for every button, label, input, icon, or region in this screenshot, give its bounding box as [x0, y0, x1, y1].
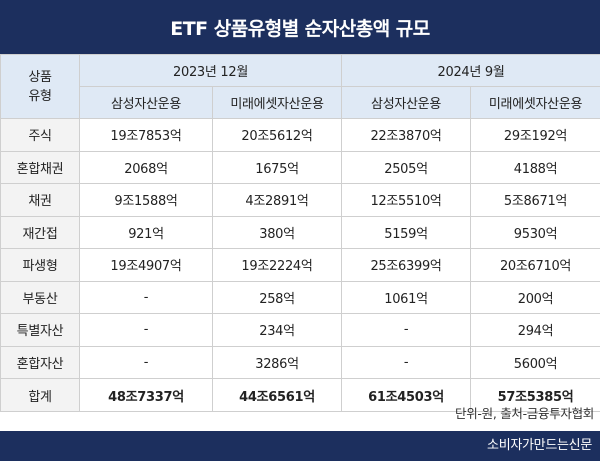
- value-cell: 44조6561억: [211, 378, 343, 412]
- header-company: 삼성자산운용: [341, 86, 472, 119]
- value-cell: 20조5612억: [211, 118, 343, 152]
- table-row: 특별자산 -234억 -294억: [0, 313, 600, 347]
- value-cell: 25조6399억: [341, 248, 472, 282]
- table-row: 파생형 19조4907억 19조2224억 25조6399억 20조6710억: [0, 248, 600, 282]
- table-row: 재간접 921억 380억 5159억 9530억: [0, 215, 600, 249]
- value-cell: 48조7337억: [79, 378, 213, 412]
- header-type-line2: 유형: [28, 88, 52, 104]
- value-cell: 4조2891억: [211, 183, 343, 217]
- value-cell: 4188억: [470, 150, 600, 184]
- header-row-companies: 삼성자산운용 미래에셋자산운용 삼성자산운용 미래에셋자산운용: [1, 86, 600, 119]
- header-company: 미래에셋자산운용: [470, 86, 600, 119]
- total-row: 합계 48조7337억 44조6561억 61조4503억 57조5385억: [0, 378, 600, 412]
- header-period-2023-12: 2023년 12월: [78, 54, 343, 87]
- header-period-2024-09: 2024년 9월: [341, 54, 600, 87]
- value-cell: 234억: [211, 313, 343, 347]
- value-cell: 19조7853억: [79, 118, 213, 152]
- table-row: 혼합자산 -3286억 -5600억: [0, 345, 600, 379]
- row-category: 부동산: [0, 280, 80, 314]
- row-category: 재간접: [0, 215, 80, 249]
- value-cell: 1675억: [211, 150, 343, 184]
- header-type-line1: 상품: [28, 69, 52, 85]
- value-cell: -: [341, 313, 472, 347]
- value-cell: -: [79, 280, 213, 314]
- value-cell: -: [79, 345, 213, 379]
- value-cell: 19조4907억: [79, 248, 213, 282]
- value-cell: 2068억: [79, 150, 213, 184]
- row-category: 혼합채권: [0, 150, 80, 184]
- table-row: 주식 19조7853억 20조5612억 22조3870억 29조192억: [0, 118, 600, 152]
- value-cell: 200억: [470, 280, 600, 314]
- value-cell: 57조5385억: [470, 378, 600, 412]
- data-table: 상품 유형 2023년 12월 2024년 9월 삼성자산운용 미래에셋자산운용…: [0, 54, 600, 412]
- header-row-periods: 상품 유형 2023년 12월 2024년 9월: [0, 54, 600, 119]
- table-row: 채권 9조1588억 4조2891억 12조5510억 5조8671억: [0, 183, 600, 217]
- value-cell: -: [341, 345, 472, 379]
- source-note: 단위-원, 출처-금융투자협회: [455, 406, 594, 421]
- page-title: ETF 상품유형별 순자산총액 규모: [170, 17, 430, 40]
- value-cell: 9조1588억: [79, 183, 213, 217]
- header-company: 미래에셋자산운용: [211, 86, 343, 119]
- value-cell: 294억: [470, 313, 600, 347]
- value-cell: 2505억: [341, 150, 472, 184]
- value-cell: 5159억: [341, 215, 472, 249]
- value-cell: 5조8671억: [470, 183, 600, 217]
- value-cell: 5600억: [470, 345, 600, 379]
- publisher-name: 소비자가만드는신문: [487, 438, 592, 453]
- value-cell: 22조3870억: [341, 118, 472, 152]
- row-category: 합계: [0, 378, 80, 412]
- row-category: 혼합자산: [0, 345, 80, 379]
- value-cell: 3286억: [211, 345, 343, 379]
- row-category: 파생형: [0, 248, 80, 282]
- value-cell: -: [79, 313, 213, 347]
- row-category: 채권: [0, 183, 80, 217]
- value-cell: 29조192억: [470, 118, 600, 152]
- header-company: 삼성자산운용: [79, 86, 213, 119]
- value-cell: 61조4503억: [341, 378, 472, 412]
- row-category: 특별자산: [0, 313, 80, 347]
- value-cell: 1061억: [341, 280, 472, 314]
- value-cell: 9530억: [470, 215, 600, 249]
- value-cell: 20조6710억: [470, 248, 600, 282]
- value-cell: 258억: [211, 280, 343, 314]
- value-cell: 19조2224억: [211, 248, 343, 282]
- row-category: 주식: [0, 118, 80, 152]
- value-cell: 380억: [211, 215, 343, 249]
- header-type: 상품 유형: [0, 54, 80, 119]
- value-cell: 921억: [79, 215, 213, 249]
- table-row: 부동산 -258억 1061억 200억: [0, 280, 600, 314]
- table-row: 혼합채권 2068억 1675억 2505억 4188억: [0, 150, 600, 184]
- footer-bar: 소비자가만드는신문: [0, 431, 600, 461]
- value-cell: 12조5510억: [341, 183, 472, 217]
- title-bar: ETF 상품유형별 순자산총액 규모: [0, 0, 600, 54]
